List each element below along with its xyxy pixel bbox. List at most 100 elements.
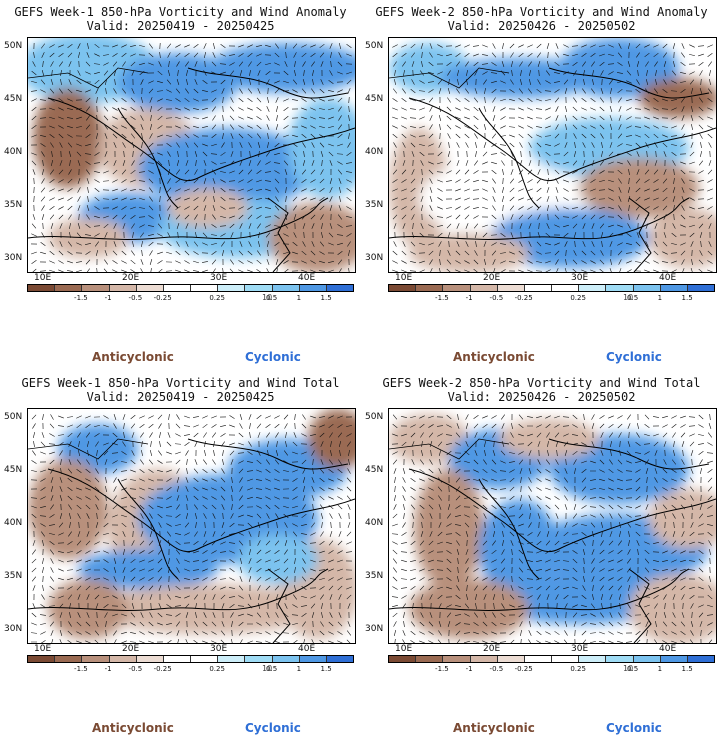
border-line (267, 568, 291, 643)
colorbar-tick-label: -1 (465, 294, 473, 302)
cyclonic-label: Cyclonic (606, 721, 662, 735)
map-frame (388, 37, 717, 273)
latitude-label: 45N (4, 94, 23, 104)
colorbar-tick-label: 1 (296, 665, 302, 673)
border-line (628, 197, 652, 272)
colorbar-swatch (687, 285, 715, 291)
colorbar-swatch (606, 285, 634, 291)
latitude-label: 30N (365, 253, 384, 263)
colorbar-tick-label: -1.5 (74, 665, 88, 673)
colorbar-swatch (416, 285, 444, 291)
vorticity-map (28, 409, 355, 643)
colorbar-tick-label: -0.5 (489, 665, 504, 673)
colorbar-swatch (191, 656, 219, 662)
vorticity-blob (409, 579, 529, 639)
colorbar-swatch (660, 285, 688, 291)
colorbar-unit: 10 (623, 293, 634, 302)
colorbar-swatch (136, 285, 164, 291)
colorbar-swatch (55, 285, 83, 291)
vorticity-map (389, 38, 716, 272)
latitude-label: 40N (365, 147, 384, 157)
panel-valid-dates: Valid: 20250419 - 20250425 (86, 390, 275, 404)
longitude-label: 40E (298, 644, 316, 654)
colorbar-swatch (633, 656, 661, 662)
colorbar-swatch (136, 656, 164, 662)
colorbar-tick-label: -0.25 (514, 665, 533, 673)
coastline (478, 478, 540, 580)
vorticity-blob (559, 38, 679, 98)
latitude-label: 35N (365, 571, 384, 581)
panel-valid-dates: Valid: 20250426 - 20250502 (447, 390, 636, 404)
colorbar-tick-label: -1.5 (74, 294, 88, 302)
border-line (28, 67, 149, 89)
colorbar (27, 655, 354, 663)
colorbar-swatch (579, 285, 607, 291)
colorbar (388, 284, 715, 292)
coastline (478, 107, 540, 209)
vorticity-blob (489, 574, 669, 624)
latitude-label: 30N (365, 624, 384, 634)
colorbar-tick-label: 0.25 (570, 294, 586, 302)
latitude-label: 50N (365, 41, 384, 51)
map-frame (27, 37, 356, 273)
colorbar-tick-label: 1 (657, 665, 663, 673)
longitude-label: 30E (210, 644, 228, 654)
vorticity-map (389, 409, 716, 643)
longitude-label: 10E (395, 273, 413, 283)
vorticity-map (28, 38, 355, 272)
colorbar-swatch (443, 285, 471, 291)
colorbar-tick-label: -0.25 (514, 294, 533, 302)
colorbar-tick-label: 1.5 (681, 294, 693, 302)
colorbar-swatch (109, 656, 137, 662)
vorticity-blob (579, 158, 699, 218)
colorbar-tick-label: 0.25 (209, 294, 225, 302)
colorbar-tick-label: -0.25 (153, 294, 172, 302)
colorbar-tick-label: -1 (104, 294, 112, 302)
longitude-label: 10E (34, 273, 52, 283)
colorbar-swatch (660, 656, 688, 662)
colorbar-tick-label: -0.5 (128, 294, 143, 302)
vorticity-blob (649, 208, 716, 268)
longitude-label: 40E (659, 273, 677, 283)
anticyclonic-label: Anticyclonic (453, 350, 535, 364)
longitude-label: 20E (483, 644, 501, 654)
colorbar-swatch (82, 285, 110, 291)
longitude-label: 10E (395, 644, 413, 654)
vorticity-blob (409, 233, 529, 272)
colorbar-swatch (191, 285, 219, 291)
longitude-label: 20E (122, 644, 140, 654)
colorbar-tick-label: 1 (657, 294, 663, 302)
colorbar-swatch (389, 656, 417, 662)
colorbar-tick-label: -1 (465, 665, 473, 673)
latitude-label: 45N (365, 94, 384, 104)
border-line (389, 438, 510, 460)
vorticity-blob (629, 574, 716, 643)
colorbar-swatch (633, 285, 661, 291)
panel-week1-anomaly: GEFS Week-1 850-hPa Vorticity and Wind A… (0, 0, 361, 371)
cyclonic-label: Cyclonic (245, 721, 301, 735)
latitude-label: 45N (4, 465, 23, 475)
vorticity-blob (138, 128, 318, 208)
longitude-label: 20E (483, 273, 501, 283)
vorticity-blob (288, 98, 355, 198)
longitude-label: 40E (298, 273, 316, 283)
colorbar (388, 655, 715, 663)
colorbar-swatch (272, 285, 300, 291)
panel-title: GEFS Week-2 850-hPa Vorticity and Wind A… (375, 5, 708, 19)
latitude-label: 35N (4, 571, 23, 581)
panel-valid-dates: Valid: 20250426 - 20250502 (447, 19, 636, 33)
anticyclonic-label: Anticyclonic (92, 721, 174, 735)
colorbar-swatch (218, 656, 246, 662)
coastline (117, 478, 179, 580)
latitude-label: 35N (4, 200, 23, 210)
colorbar-swatch (497, 285, 525, 291)
vorticity-blob (168, 188, 248, 228)
colorbar-swatch (552, 285, 580, 291)
coastline (117, 107, 179, 209)
colorbar-swatch (218, 285, 246, 291)
longitude-label: 20E (122, 273, 140, 283)
colorbar-swatch (443, 656, 471, 662)
colorbar-tick-label: 1.5 (320, 665, 332, 673)
colorbar-tick-label: 1 (296, 294, 302, 302)
longitude-label: 30E (571, 644, 589, 654)
